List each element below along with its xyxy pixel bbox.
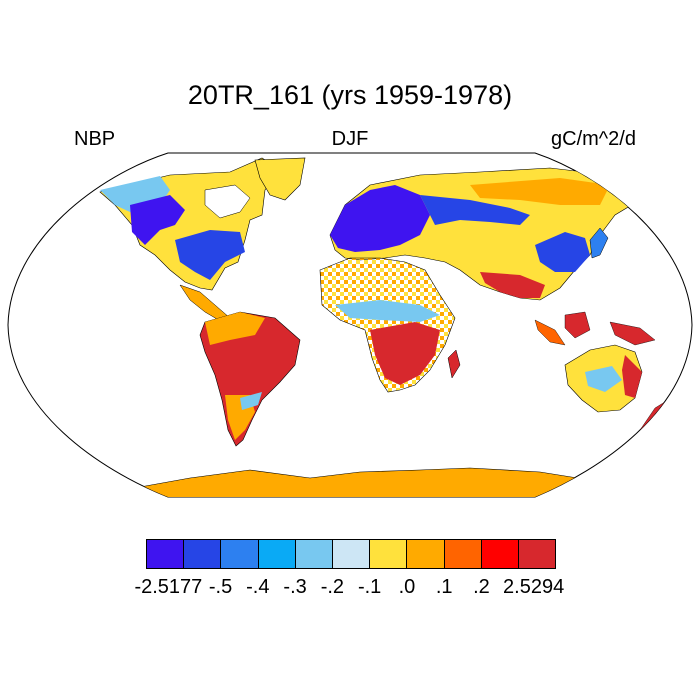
australia-east-red bbox=[622, 355, 642, 398]
madagascar bbox=[447, 349, 461, 379]
colorbar-box bbox=[184, 540, 222, 568]
hudson-region bbox=[204, 184, 251, 219]
colorbar-tick-label: -.2 bbox=[320, 576, 345, 598]
colorbar-box bbox=[221, 540, 259, 568]
colorbar-tick-label: -2.5177 bbox=[134, 576, 203, 598]
eastern-us-blue bbox=[175, 230, 245, 280]
variable-label: NBP bbox=[74, 128, 116, 150]
south-asia-red bbox=[480, 272, 545, 298]
europe-blue bbox=[330, 185, 430, 252]
colorbar-tick-label: -.1 bbox=[357, 576, 382, 598]
australia-blue-core bbox=[585, 366, 622, 392]
africa-sahel-blue bbox=[335, 300, 440, 322]
colorbar-box bbox=[407, 540, 445, 568]
africa-central-red bbox=[370, 322, 440, 385]
units-label: gC/m^2/d bbox=[551, 128, 636, 150]
colorbar-box bbox=[258, 540, 296, 568]
borneo bbox=[564, 311, 591, 339]
greenland bbox=[254, 157, 306, 201]
colorbar-box bbox=[332, 540, 371, 568]
colorbar-box bbox=[518, 540, 556, 568]
colorbar-tick-label: -.3 bbox=[283, 576, 307, 598]
colorbar-tick-label: .0 bbox=[398, 576, 416, 598]
europe-east-blue bbox=[420, 195, 530, 225]
sumatra bbox=[534, 319, 566, 346]
chart-title: 20TR_161 (yrs 1959-1978) bbox=[187, 80, 513, 110]
south-america-north-orange bbox=[205, 312, 265, 345]
colorbar-box bbox=[481, 540, 519, 568]
siberia-orange bbox=[470, 178, 610, 205]
colorbar-tick-label: 2.5294 bbox=[503, 576, 565, 598]
east-asia-blue bbox=[535, 232, 590, 272]
japan bbox=[589, 227, 609, 259]
colorbar-box bbox=[370, 540, 408, 568]
canada-west-blue bbox=[130, 195, 185, 245]
colorbar-tick-label: .2 bbox=[473, 576, 490, 598]
south-america bbox=[199, 311, 301, 447]
colorbar-box bbox=[147, 540, 185, 568]
colorbar-tick-label: .1 bbox=[435, 576, 453, 598]
new-guinea bbox=[609, 321, 656, 346]
colorbar-box bbox=[444, 540, 482, 568]
antarctica bbox=[59, 467, 641, 497]
colorbar-box bbox=[295, 540, 333, 568]
colorbar bbox=[146, 539, 556, 569]
colorbar-tick-label: -.4 bbox=[246, 576, 270, 598]
south-america-blue-band bbox=[240, 392, 262, 410]
colorbar-tick-label: -.5 bbox=[208, 576, 233, 598]
season-label: DJF bbox=[331, 128, 369, 150]
